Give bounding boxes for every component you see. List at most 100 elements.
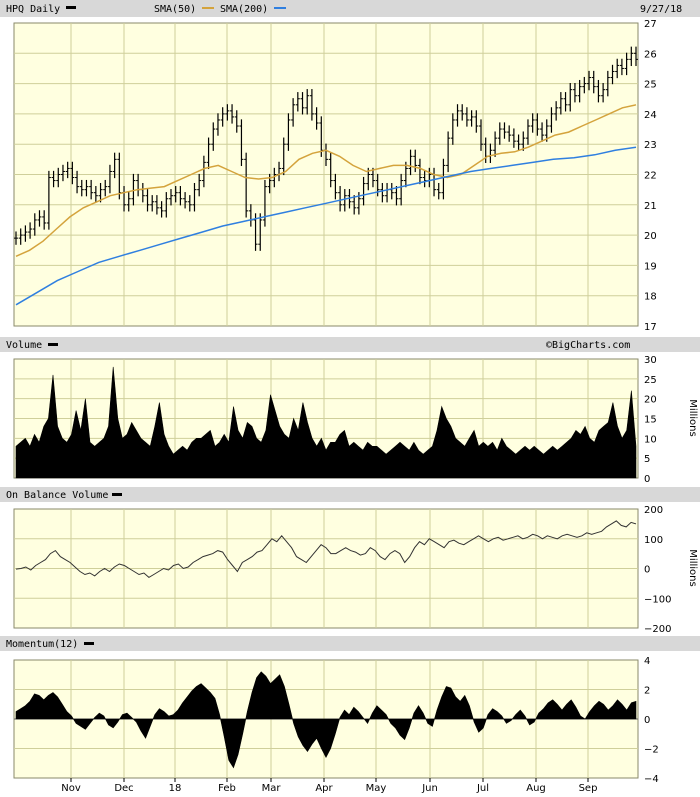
price-bar [610, 64, 615, 85]
momentum-y-tick-label: −4 [644, 774, 659, 785]
x-tick-label: Feb [218, 783, 236, 794]
price-bar [568, 82, 573, 112]
obv-y-tick-label: 0 [644, 565, 650, 576]
sma50-line [15, 104, 637, 257]
price-bar [154, 195, 159, 215]
price-bar [525, 119, 530, 145]
momentum-header-bar [0, 636, 700, 651]
x-tick-label: Jul [476, 783, 489, 794]
price-bar [197, 173, 202, 197]
price-bar [131, 173, 136, 206]
price-bar [37, 210, 42, 227]
price-bar [32, 213, 37, 236]
price-bar [521, 131, 526, 151]
price-bar [79, 179, 84, 197]
price-bar [479, 119, 483, 151]
price-bar [150, 195, 155, 212]
price-bar [164, 192, 169, 218]
sma200-legend-label: SMA(200) [220, 4, 268, 15]
price-bar [530, 113, 535, 133]
x-tick-label: Nov [61, 783, 81, 794]
price-y-tick-label: 23 [644, 140, 657, 151]
price-bar [244, 152, 249, 218]
price-bar [291, 98, 296, 127]
price-bar [446, 131, 451, 173]
price-bar [295, 92, 300, 112]
obv-header-bar [0, 487, 700, 502]
obv-line [15, 520, 637, 579]
price-y-tick-label: 17 [644, 322, 657, 333]
price-y-tick-label: 20 [644, 231, 657, 242]
price-bar [70, 161, 75, 185]
price-bar [455, 104, 460, 127]
volume-y-tick-label: 10 [644, 434, 657, 445]
price-header-bar [0, 0, 700, 17]
price-bar [605, 70, 610, 97]
price-bar [211, 122, 216, 151]
price-bar [563, 92, 568, 112]
price-bar [338, 186, 343, 212]
sma200-line [15, 146, 637, 306]
price-bar [215, 113, 220, 136]
price-bar [309, 89, 314, 121]
price-bar [262, 179, 267, 227]
price-bar [634, 46, 638, 67]
momentum-y-tick-label: −2 [644, 745, 659, 756]
price-legend-swatch [66, 6, 76, 9]
price-bar [629, 46, 634, 67]
price-y-tick-label: 19 [644, 261, 657, 272]
price-bar [51, 170, 56, 188]
price-bar [258, 213, 263, 251]
price-bar [112, 152, 117, 179]
price-bar [615, 58, 620, 79]
x-tick-label: Mar [262, 783, 282, 794]
price-bar [417, 158, 422, 185]
price-date: 9/27/18 [640, 4, 682, 15]
x-tick-label: May [366, 783, 387, 794]
price-bar [591, 70, 596, 94]
price-bar [450, 113, 455, 145]
price-bar [286, 113, 291, 151]
price-bar [98, 182, 103, 203]
price-bar [60, 164, 65, 182]
price-bar [554, 101, 559, 121]
price-bar [370, 167, 375, 188]
price-bar [84, 179, 89, 197]
momentum-y-tick-label: 4 [644, 656, 650, 667]
price-bar [103, 179, 108, 197]
price-bar [460, 104, 465, 121]
price-bar [436, 182, 441, 200]
price-bar [107, 164, 112, 194]
price-bar [65, 161, 70, 179]
volume-area [15, 366, 637, 479]
price-bar [558, 92, 563, 115]
price-bar [507, 125, 512, 142]
obv-y-tick-label: −200 [644, 624, 671, 635]
price-bar [601, 82, 606, 103]
obv-y-tick-label: 100 [644, 535, 663, 546]
price-bar [497, 122, 502, 145]
price-y-tick-label: 27 [644, 19, 657, 30]
obv-y-tick-label: 200 [644, 505, 663, 516]
price-bar [18, 228, 23, 245]
momentum-area [15, 671, 637, 769]
price-y-tick-label: 22 [644, 171, 657, 182]
price-bar [272, 167, 277, 188]
obv-title: On Balance Volume [6, 490, 108, 501]
price-bar [281, 137, 286, 176]
price-bar [582, 76, 587, 94]
price-y-tick-label: 25 [644, 80, 657, 91]
sma200-legend-swatch [274, 7, 286, 9]
price-bar [192, 182, 197, 212]
volume-y-tick-label: 30 [644, 355, 657, 366]
x-axis-labels: Nov Dec 18 Feb Mar Apr May Jun Jul Aug Sep [61, 778, 597, 794]
price-bar [441, 158, 446, 200]
sma50-legend-label: SMA(50) [154, 4, 196, 15]
price-bar [540, 122, 545, 142]
price-bar [596, 79, 601, 103]
price-panel: 17 18 19 20 21 22 23 24 25 26 27 [13, 19, 657, 333]
price-bar [361, 176, 366, 206]
x-tick-label: Dec [114, 783, 133, 794]
price-bar [178, 186, 183, 206]
price-bar [333, 173, 338, 200]
